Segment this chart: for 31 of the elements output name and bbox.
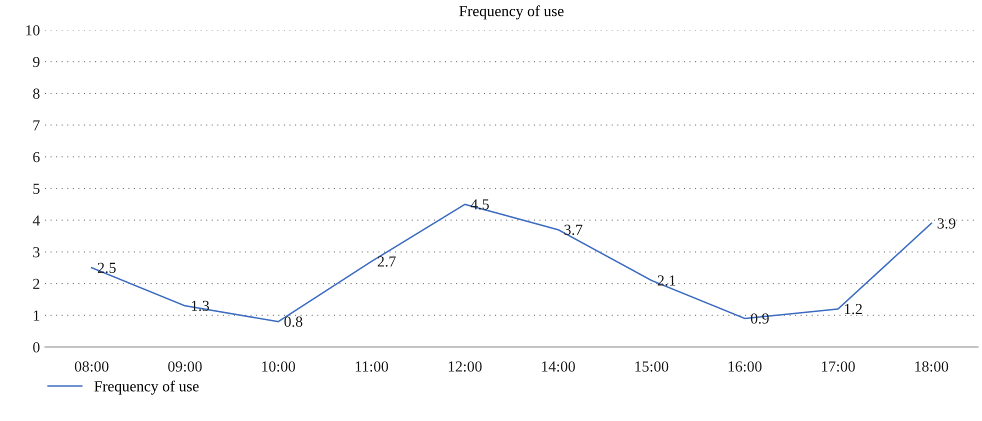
data-label: 4.5 [470,199,489,210]
data-label: 3.9 [938,218,956,229]
y-tick-label: 1 [34,310,40,321]
y-tick-label: 8 [33,88,40,99]
x-tick-label: 08:00 [74,361,108,372]
data-label: 2.7 [378,256,396,267]
data-label: 3.7 [564,224,582,235]
y-tick-label: 7 [34,120,40,130]
chart-title: Frequency of use [459,5,564,20]
x-tick-label: 16:00 [728,361,762,372]
x-tick-label: 18:00 [915,361,948,372]
x-tick-label: 11:00 [356,361,388,372]
x-tick-label: 15:00 [635,361,668,372]
y-tick-label: 2 [33,278,40,289]
y-tick-label: 0 [33,342,40,352]
data-label: 2.1 [658,275,676,286]
y-tick-label: 5 [33,184,40,194]
data-label: 0.8 [284,316,302,327]
y-tick-label: 4 [32,215,40,226]
data-label: 1.2 [844,304,862,314]
x-tick-label: 17:00 [822,361,855,372]
data-label: 2.5 [98,262,116,274]
x-tick-label: 14:00 [542,361,575,372]
x-tick-label: 10:00 [262,361,296,372]
y-tick-label: 9 [32,56,40,68]
y-tick-label: 3 [33,247,40,258]
x-tick-label: 12:00 [448,361,482,372]
y-tick-label: 10 [26,25,40,36]
x-tick-label: 09:00 [168,361,202,372]
legend-label: Frequency of use [94,380,199,395]
y-tick-label: 6 [33,152,40,162]
